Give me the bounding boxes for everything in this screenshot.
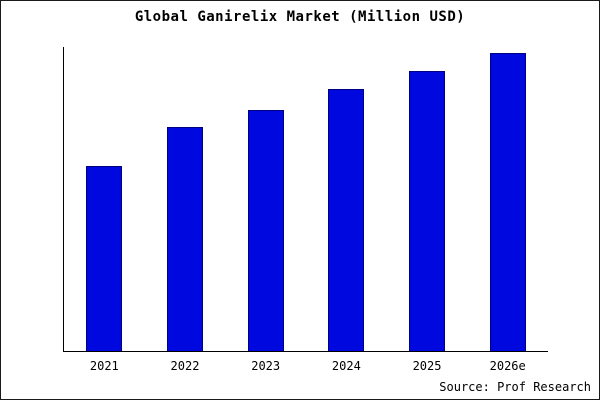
plot-area: 2021 2022 2023 2024 2025 2026e: [63, 47, 548, 373]
bar-2022: [167, 127, 203, 351]
bar-column: 2024: [306, 47, 387, 373]
x-tick-label-2024: 2024: [331, 359, 361, 373]
bar-column: 2025: [387, 47, 468, 373]
bar-column: 2023: [225, 47, 306, 373]
bar-column: 2022: [145, 47, 226, 373]
bar-2023: [247, 109, 284, 351]
x-tick-label-2026e: 2026e: [489, 359, 526, 373]
bar-2024: [328, 88, 365, 351]
source-caption: Source: Prof Research: [439, 380, 591, 394]
bar-column: 2026e: [467, 47, 548, 373]
x-tick-label-2023: 2023: [251, 359, 281, 373]
x-tick-label-2021: 2021: [89, 359, 119, 373]
bar-column: 2021: [64, 47, 145, 373]
x-tick-label-2022: 2022: [170, 359, 200, 373]
bar-2021: [86, 166, 123, 351]
chart-title: Global Ganirelix Market (Million USD): [134, 9, 466, 25]
bar-2026e: [489, 52, 526, 351]
x-tick-label-2025: 2025: [412, 359, 442, 373]
bar-2025: [409, 70, 446, 351]
bars-container: 2021 2022 2023 2024 2025 2026e: [64, 47, 548, 373]
